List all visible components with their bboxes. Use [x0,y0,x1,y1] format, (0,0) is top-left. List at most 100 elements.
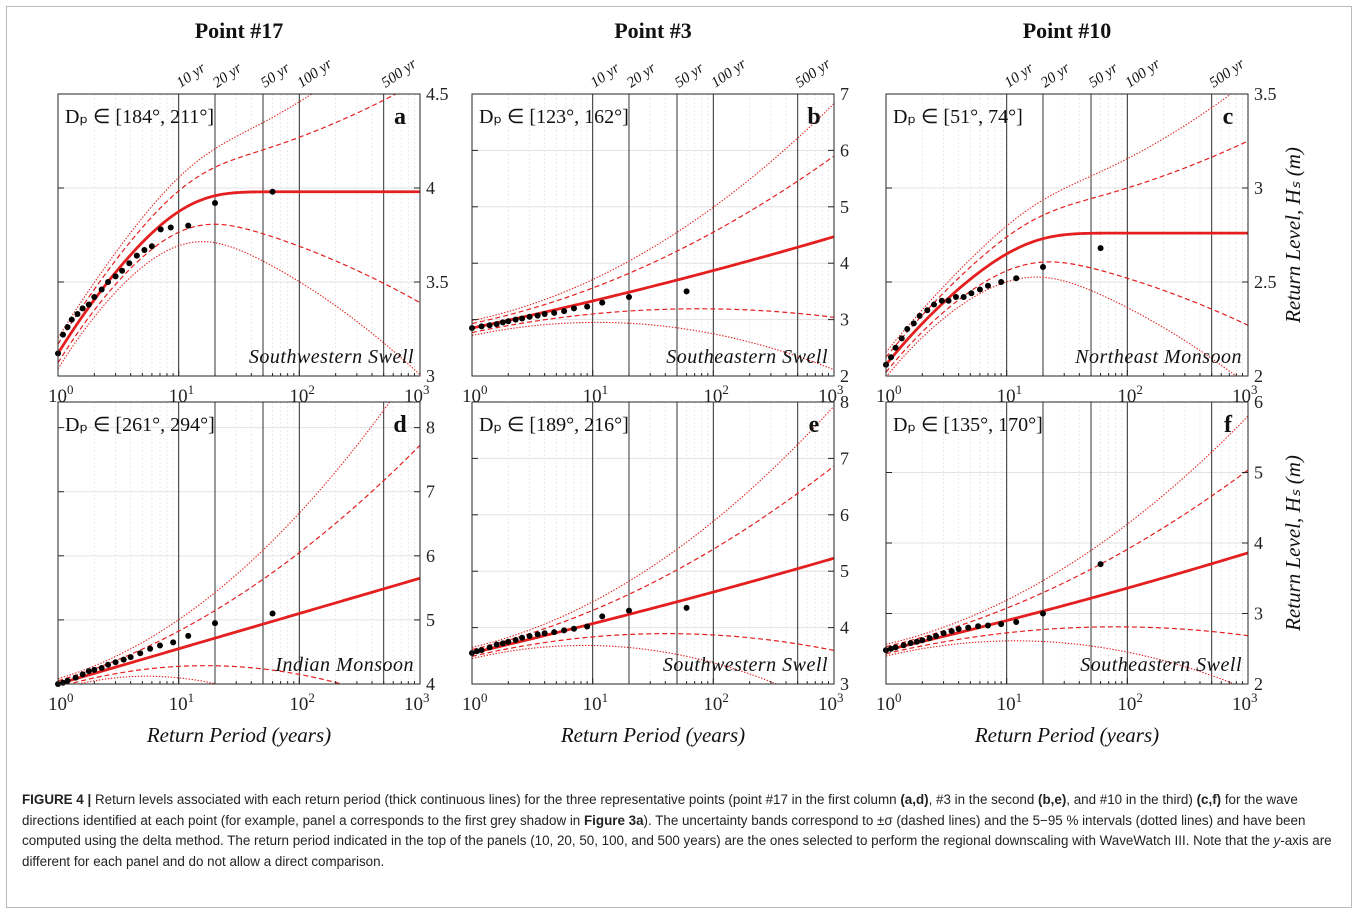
y-tick-label: 4 [426,674,435,694]
observed-point [904,326,911,332]
observed-point [534,312,541,319]
observed-point [269,188,276,195]
y-tick-label: 7 [840,448,849,468]
observed-point [519,634,526,641]
observed-point [892,644,899,651]
return-level-curve [58,576,420,684]
observed-point [910,320,917,327]
upper-95-band [472,103,834,322]
y-tick-label: 6 [1254,392,1263,412]
observed-point [185,222,192,229]
direction-label: Dₚ ∈ [184°, 211°] [65,106,214,128]
x-axis-label: Return Period (years) [146,723,331,747]
observed-point [127,654,134,661]
observed-point [933,633,940,640]
observed-point [960,294,967,301]
y-tick-label: 4 [840,618,849,638]
observed-point [526,313,533,320]
observed-point [85,668,92,675]
x-tick-label: 103 [404,382,430,407]
panel-frame [471,401,835,685]
return-period-marker: 20 yr [1038,60,1073,91]
caption-segment: , and #10 in the third) [1066,792,1197,807]
observed-point [486,644,493,651]
regime-label: Indian Monsoon [274,654,414,676]
y-tick-label: 7 [426,482,435,502]
y-tick-label: 5 [840,561,849,581]
curves-a [58,94,420,376]
observed-point [486,322,493,329]
y-tick-label: 2 [1254,366,1263,386]
observed-point [105,661,112,668]
x-tick-label: 101 [169,690,195,715]
y-axis-label: Return Level, Hₛ (m) [1281,147,1305,324]
y-tick-label: 4 [840,253,849,273]
return-period-marker: 500 yr [1207,56,1248,91]
y-tick-label: 3 [1254,178,1263,198]
observed-point [975,623,982,630]
caption-segment: (a,d) [900,792,929,807]
direction-label: Dₚ ∈ [135°, 170°] [893,414,1043,436]
caption-segment: ). The uncertainty bands correspond to ±… [22,812,1306,849]
observed-point [570,625,577,632]
return-level-curve [58,190,420,355]
upper-sigma-band [472,465,834,651]
observed-point [900,642,907,649]
observed-point [141,247,148,254]
observed-point [924,307,931,314]
observed-point [1039,263,1046,270]
observed-point [74,310,81,317]
lower-5-band [472,321,834,371]
x-tick-label: 101 [583,690,609,715]
observed-point [473,648,480,655]
direction-label: Dₚ ∈ [51°, 74°] [893,106,1023,128]
observed-point [120,656,127,663]
observed-point [112,273,119,280]
column-title: Point #10 [1023,18,1112,43]
y-tick-label: 6 [840,140,849,160]
lower-5-band [58,241,420,376]
lower-sigma-band [58,223,420,364]
return-period-marker: 20 yr [624,60,659,91]
observed-point [1039,610,1046,617]
observed-point [584,623,591,630]
observed-point [570,305,577,312]
observed-point [599,299,606,306]
observed-point [998,621,1005,628]
figure-caption: FIGURE 4 | Return levels associated with… [22,790,1340,872]
observed-point [499,640,506,647]
observed-point [625,294,632,301]
caption-segment: , #3 in the second [928,792,1039,807]
return-period-marker: 10 yr [1002,60,1037,91]
x-tick-label: 100 [48,382,74,407]
x-tick-label: 102 [289,382,315,407]
panel-letter: a [394,104,406,130]
curves-b [472,103,834,371]
regime-label: Southwestern Swell [249,346,414,368]
observed-point [185,632,192,639]
observed-point [112,659,119,666]
observed-point [211,200,218,207]
observed-point [526,633,533,640]
observed-point [984,622,991,629]
return-level-curve [472,556,834,655]
caption-segment: (c,f) [1196,792,1222,807]
observed-point [625,607,632,614]
observed-point [68,316,75,323]
return-period-marker: 50 yr [1086,60,1121,91]
panel-e: 3 4 5 6 7 8 100 101 102 103 Dₚ ∈ [189°, 216°] e Sout… [462,392,849,747]
observed-point [1013,275,1020,282]
upper-sigma-band [58,94,398,345]
panel-letter: c [1223,104,1234,130]
x-tick-label: 101 [997,382,1023,407]
observed-point [683,604,690,611]
x-tick-label: 102 [289,690,315,715]
observed-point [167,224,174,231]
observed-point [493,321,500,328]
lower-5-band [472,644,779,684]
upper-sigma-band [886,140,1248,358]
return-period-marker: 100 yr [1122,56,1163,91]
observed-point [137,650,144,657]
